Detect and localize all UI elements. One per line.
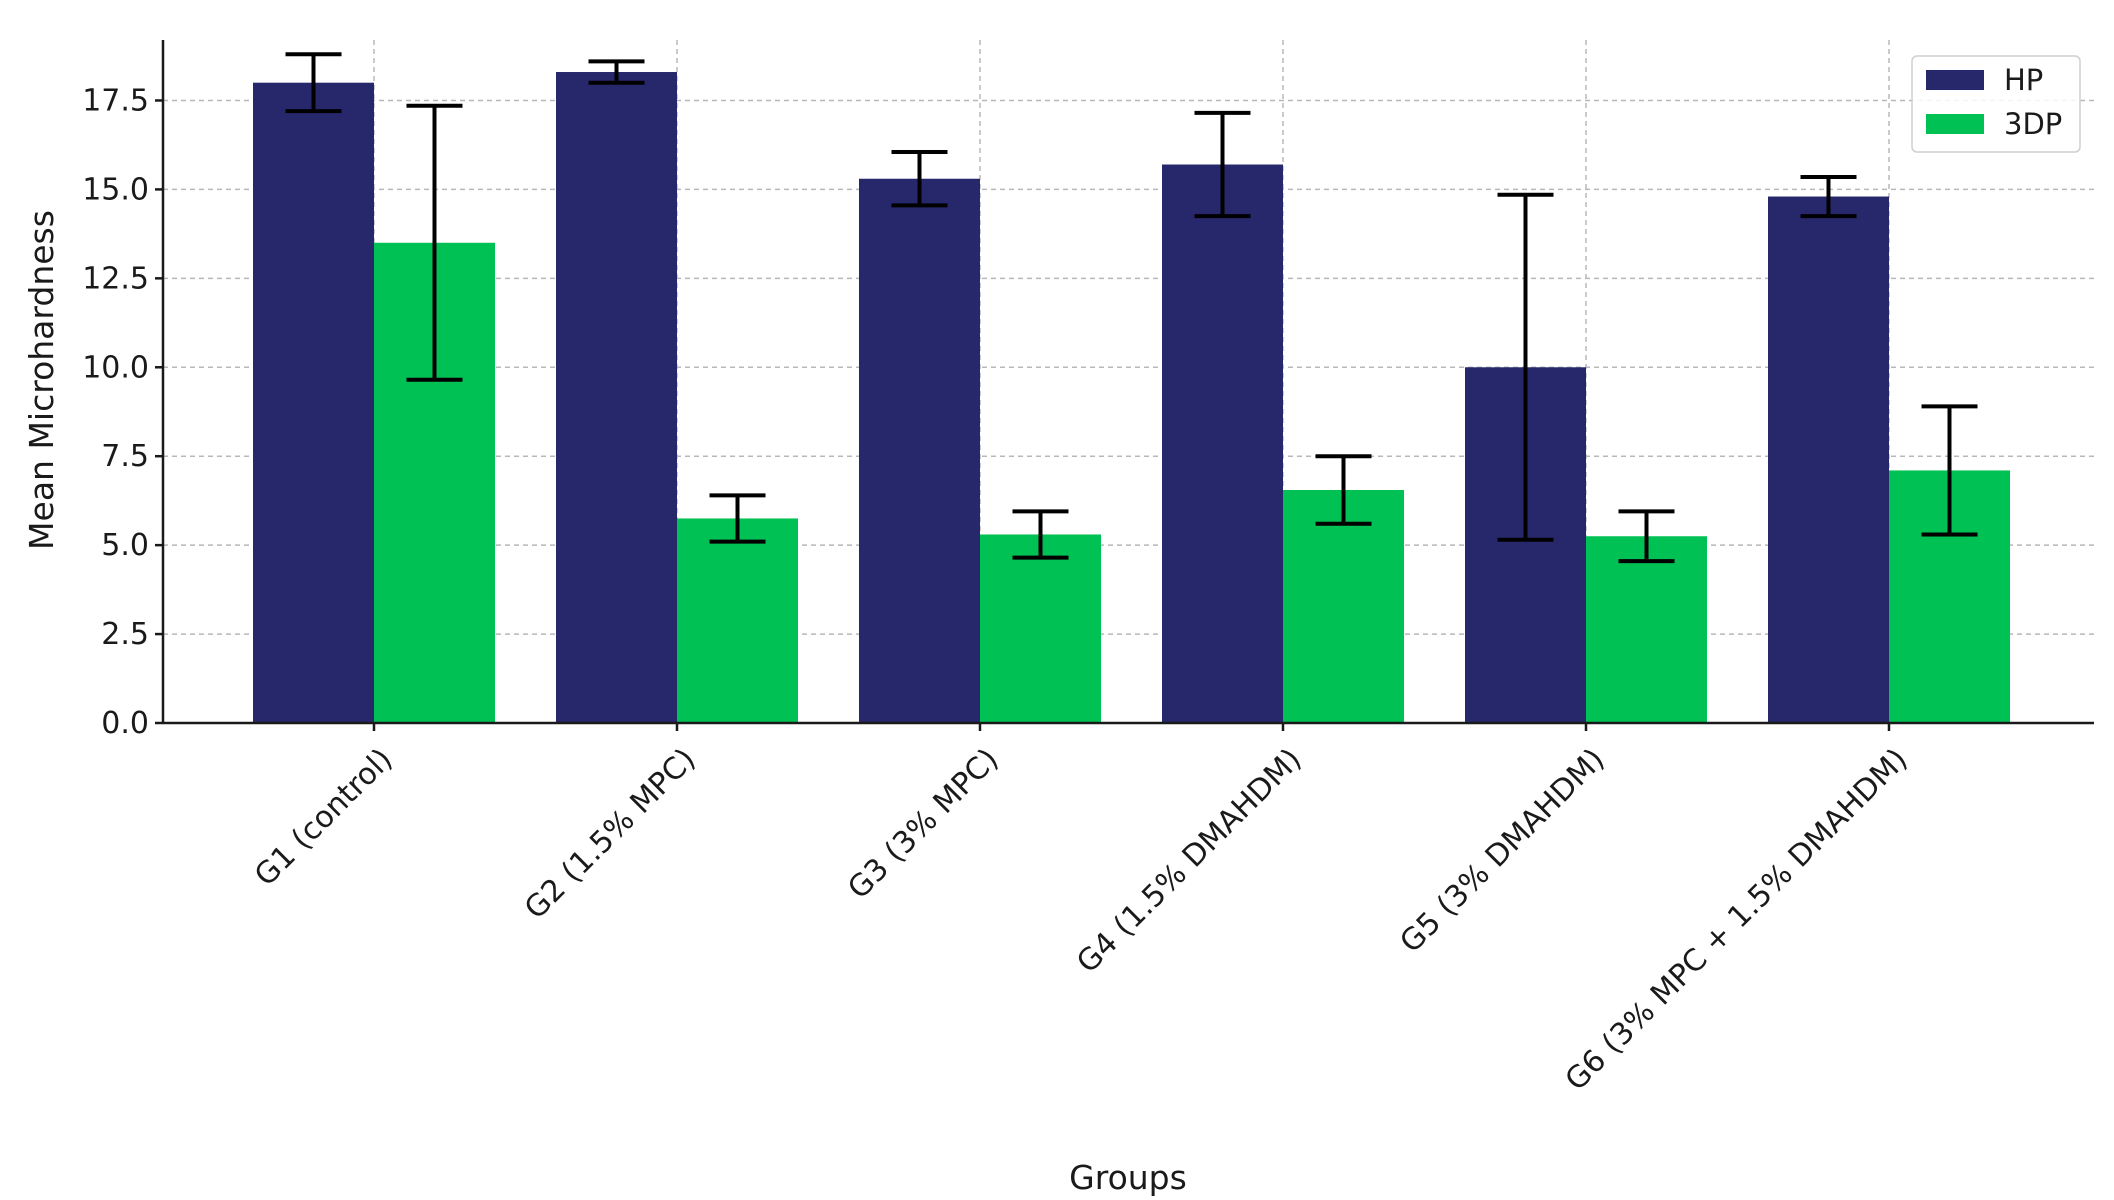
y-axis-label: Mean Microhardness xyxy=(22,210,61,550)
bars-layer xyxy=(253,72,2010,724)
bar-3dp-g4 xyxy=(1283,489,1404,723)
x-tick-label: G4 (1.5% DMAHDM) xyxy=(1070,742,1308,980)
x-tick-label: G1 (control) xyxy=(248,742,400,894)
y-ticks-layer: 0.0 2.5 5.0 7.5 10.0 12.5 15.0 17.5 xyxy=(82,83,163,741)
y-tick-label: 17.5 xyxy=(82,83,149,118)
axes-layer xyxy=(161,40,2094,725)
bar-hp-g1 xyxy=(253,82,374,723)
x-tick-label: G6 (3% MPC + 1.5% DMAHDM) xyxy=(1559,742,1915,1098)
x-axis-label: Groups xyxy=(1069,1158,1187,1197)
error-bars-layer xyxy=(285,52,1978,564)
legend-label-hp: HP xyxy=(2004,63,2043,97)
y-tick-label: 5.0 xyxy=(101,528,149,563)
x-tick-label: G2 (1.5% MPC) xyxy=(518,742,703,927)
legend-swatch-3dp xyxy=(1926,114,1984,134)
legend-swatch-hp xyxy=(1926,70,1984,90)
x-tick-label: G5 (3% DMAHDM) xyxy=(1393,742,1611,960)
bar-hp-g6 xyxy=(1768,196,1889,724)
y-tick-label: 2.5 xyxy=(101,617,149,652)
y-tick-label: 12.5 xyxy=(82,261,149,296)
bar-3dp-g3 xyxy=(980,534,1101,723)
bar-3dp-g5 xyxy=(1586,536,1707,723)
bar-hp-g4 xyxy=(1162,164,1283,724)
bar-3dp-g2 xyxy=(677,518,798,723)
legend-label-3dp: 3DP xyxy=(2004,107,2062,141)
x-tick-label: G3 (3% MPC) xyxy=(841,742,1005,906)
bar-hp-g3 xyxy=(859,178,980,723)
y-tick-label: 7.5 xyxy=(101,439,149,474)
y-tick-label: 15.0 xyxy=(82,172,149,207)
legend: HP 3DP xyxy=(1911,55,2081,153)
x-ticks-layer: G1 (control) G2 (1.5% MPC) G3 (3% MPC) G4 (… xyxy=(248,723,1915,1098)
y-tick-label: 10.0 xyxy=(82,350,149,385)
y-tick-label: 0.0 xyxy=(101,706,149,741)
bar-hp-g2 xyxy=(556,72,677,723)
